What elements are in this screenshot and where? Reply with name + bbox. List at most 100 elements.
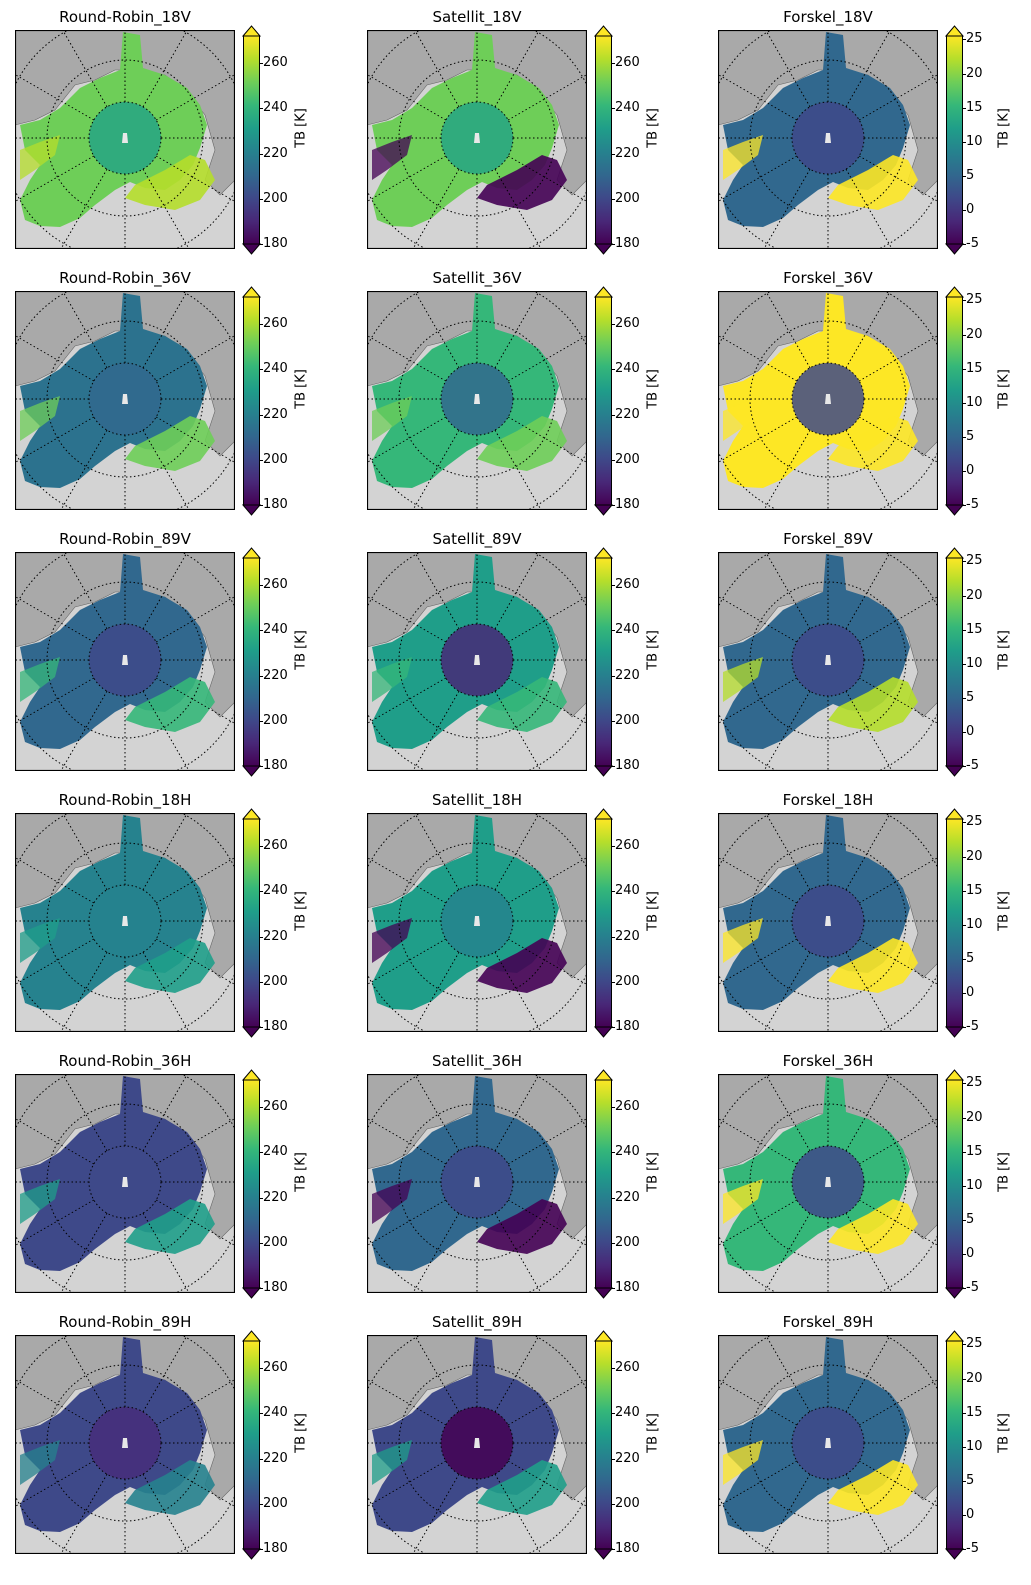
colorbar — [593, 1069, 614, 1299]
colorbar-tick-label: 240 — [259, 883, 288, 899]
colorbar-extend-max — [241, 808, 262, 820]
colorbar-extend-min — [241, 243, 262, 255]
polar-map-svg — [15, 552, 235, 771]
map-frame — [15, 291, 235, 510]
colorbar-label: TB [K] — [645, 891, 661, 931]
colorbar-gradient — [595, 296, 612, 506]
colorbar-tick-label: 240 — [611, 622, 640, 638]
colorbar-tick-label: 0 — [961, 462, 975, 478]
ice-edge-region — [477, 155, 567, 210]
map-frame — [367, 1074, 587, 1293]
colorbar-label: TB [K] — [293, 891, 309, 931]
colorbar-gradient — [595, 557, 612, 767]
map-panel: Round-Robin_18V 180 200 220 240 260 TB [K] — [15, 8, 315, 258]
colorbar-tick-label: 10 — [962, 916, 983, 932]
colorbar — [944, 25, 965, 255]
pole-hole — [122, 655, 128, 665]
panel-title: Forskel_18V — [783, 8, 873, 26]
ice-edge-region — [828, 1460, 918, 1515]
polar-map — [15, 552, 235, 771]
colorbar-tick-label: 180 — [259, 1280, 288, 1295]
map-frame — [718, 291, 938, 510]
colorbar-tick-label: 15 — [962, 360, 983, 376]
ice-edge-region — [477, 938, 567, 993]
colorbar-tick-label: 20 — [962, 1370, 983, 1386]
colorbar-extend-min — [944, 243, 965, 255]
ice-edge-region — [477, 677, 567, 732]
latitude-gridline — [749, 1364, 907, 1522]
colorbar-extend-min — [241, 504, 262, 516]
panel-title: Satellit_36V — [432, 269, 522, 287]
polar-map — [367, 552, 587, 771]
map-panel: Forskel_18H -5 0 5 10 15 20 25 TB [K] — [718, 791, 1018, 1041]
colorbar-tick-label: 5 — [961, 950, 975, 966]
pole-hole — [474, 1177, 480, 1187]
pole-hole — [825, 133, 831, 143]
ice-edge-region — [20, 1179, 60, 1224]
colorbar-tick-label: 10 — [962, 655, 983, 671]
colorbar-label: TB [K] — [996, 891, 1012, 931]
colorbar-extend-max — [944, 1069, 965, 1081]
colorbar-label: TB [K] — [996, 1413, 1012, 1453]
ice-edge-region — [477, 1199, 567, 1254]
colorbar-tick-label: 15 — [962, 99, 983, 115]
colorbar-tick-label: 5 — [961, 689, 975, 705]
colorbar-extend-min — [593, 1026, 614, 1038]
ice-edge-region — [372, 918, 412, 963]
colorbar-tick-label: 220 — [259, 145, 288, 161]
ice-edge-region — [372, 396, 412, 441]
polar-map — [718, 1074, 938, 1293]
colorbar-tick-label: -5 — [962, 1541, 979, 1556]
pole-hole — [474, 655, 480, 665]
colorbar — [241, 1069, 262, 1299]
colorbar-tick-label: 180 — [611, 758, 640, 773]
colorbar-tick-label: 200 — [611, 451, 640, 467]
polar-map-svg — [367, 552, 587, 771]
map-frame — [718, 1074, 938, 1293]
colorbar — [241, 808, 262, 1038]
colorbar-tick-label: 200 — [611, 190, 640, 206]
map-frame — [718, 552, 938, 771]
map-panel: Satellit_89H 180 200 220 240 260 TB [K] — [367, 1313, 667, 1563]
ice-edge-region — [372, 657, 412, 702]
ice-edge-region — [125, 938, 215, 993]
colorbar-extend-min — [241, 1548, 262, 1560]
panel-title: Round-Robin_89V — [59, 530, 191, 548]
colorbar-extend-min — [944, 1548, 965, 1560]
latitude-gridline — [398, 581, 556, 739]
latitude-gridline — [749, 1103, 907, 1261]
polar-map-svg — [367, 1074, 587, 1293]
polar-map — [15, 1074, 235, 1293]
colorbar-extend-max — [944, 547, 965, 559]
map-frame — [367, 30, 587, 249]
colorbar-extend-min — [944, 504, 965, 516]
colorbar-gradient — [595, 1340, 612, 1550]
colorbar — [241, 547, 262, 777]
colorbar-tick-label: 180 — [611, 1280, 640, 1295]
polar-map-svg — [367, 291, 587, 510]
colorbar-extend-max — [241, 1330, 262, 1342]
map-panel: Satellit_18V 180 200 220 240 260 TB [K] — [367, 8, 667, 258]
colorbar-extend-max — [944, 808, 965, 820]
colorbar-tick-label: 25 — [962, 814, 983, 830]
colorbar-tick-label: 220 — [611, 145, 640, 161]
ice-edge-region — [477, 1460, 567, 1515]
pole-hole — [825, 916, 831, 926]
colorbar-tick-label: 260 — [611, 1099, 640, 1115]
colorbar-ticks: 180 200 220 240 260 — [611, 287, 655, 515]
latitude-gridline — [749, 59, 907, 217]
colorbar — [944, 1330, 965, 1560]
colorbar-tick-label: 260 — [259, 55, 288, 71]
ice-edge-region — [828, 677, 918, 732]
panel-title: Satellit_89V — [432, 530, 522, 548]
colorbar-tick-label: 200 — [611, 712, 640, 728]
colorbar-label: TB [K] — [645, 1152, 661, 1192]
colorbar-tick-label: 200 — [259, 973, 288, 989]
ice-edge-region — [828, 416, 918, 471]
ice-edge-region — [828, 155, 918, 210]
colorbar-tick-label: 20 — [962, 587, 983, 603]
colorbar-tick-label: 240 — [259, 1405, 288, 1421]
ice-edge-region — [723, 657, 763, 702]
colorbar-ticks: -5 0 5 10 15 20 25 — [961, 26, 1006, 254]
colorbar-tick-label: 220 — [611, 1450, 640, 1466]
